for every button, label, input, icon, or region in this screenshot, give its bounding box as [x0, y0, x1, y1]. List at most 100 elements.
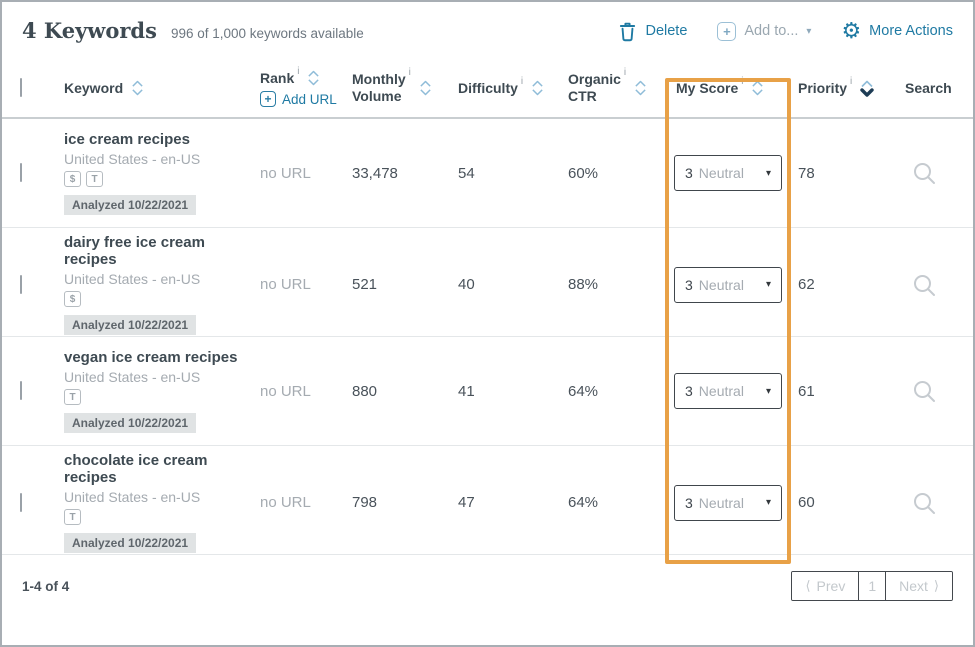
difficulty-cell: 40: [458, 276, 475, 293]
organic-ctr-column-label: Organic i CTR: [568, 67, 627, 104]
next-label: Next: [899, 578, 928, 594]
keyword-column-label: Keyword: [64, 79, 124, 96]
row-checkbox[interactable]: [20, 492, 22, 512]
analyzed-badge: Analyzed 10/22/2021: [64, 533, 197, 553]
organic-ctr-cell: 64%: [568, 382, 599, 400]
plus-icon: +: [717, 21, 737, 41]
info-icon[interactable]: i: [408, 67, 411, 79]
sort-icon[interactable]: [531, 79, 544, 97]
score-label: Neutral: [698, 276, 744, 293]
rank-cell: no URL: [260, 164, 311, 182]
my-score-dropdown[interactable]: 3 Neutral ▾: [674, 484, 782, 521]
delete-button[interactable]: Delete: [618, 21, 687, 42]
keyword-name[interactable]: chocolate ice cream recipes: [64, 452, 208, 486]
column-header-keyword[interactable]: Keyword: [64, 79, 260, 97]
search-icon[interactable]: [911, 272, 937, 298]
column-header-difficulty[interactable]: Difficulty i: [458, 75, 568, 97]
info-icon[interactable]: i: [623, 67, 627, 79]
priority-cell: 62: [798, 276, 815, 293]
my-score-dropdown[interactable]: 3 Neutral ▾: [674, 373, 782, 409]
info-icon[interactable]: i: [297, 65, 300, 77]
chevron-down-icon: ▾: [765, 279, 771, 290]
row-checkbox[interactable]: [20, 381, 22, 400]
my-score-dropdown[interactable]: 3 Neutral ▾: [674, 155, 782, 191]
row-checkbox[interactable]: [20, 274, 22, 294]
priority-cell: 60: [798, 494, 815, 511]
more-actions-label: More Actions: [869, 23, 953, 39]
page-number-button[interactable]: 1: [858, 572, 886, 600]
add-to-button[interactable]: + Add to... ▾: [717, 21, 812, 41]
search-icon[interactable]: [911, 490, 937, 516]
rank-cell: no URL: [260, 276, 311, 293]
priority-cell: 78: [798, 164, 815, 182]
search-icon[interactable]: [911, 378, 937, 404]
pagination: ⟨ Prev 1 Next ⟩: [791, 571, 953, 601]
search-column-label: Search: [905, 79, 952, 96]
delete-button-label: Delete: [645, 23, 688, 39]
plus-icon: +: [260, 91, 276, 107]
result-count: 1-4 of 4: [22, 578, 70, 594]
table-row: dairy free ice cream recipes United Stat…: [2, 228, 973, 337]
sort-icon[interactable]: [131, 79, 144, 97]
prev-page-button[interactable]: ⟨ Prev: [792, 572, 859, 600]
keyword-locale: United States - en-US: [64, 271, 201, 287]
more-actions-button[interactable]: ⚙ More Actions: [841, 20, 953, 42]
table-footer: 1-4 of 4 ⟨ Prev 1 Next ⟩: [2, 555, 973, 601]
score-value: 3: [685, 276, 693, 293]
column-header-monthly-volume[interactable]: Monthly i Volume: [352, 67, 458, 105]
dollar-badge-icon: $: [64, 171, 81, 187]
keyword-name[interactable]: dairy free ice cream recipes: [64, 234, 205, 268]
info-icon[interactable]: i: [741, 75, 744, 87]
column-header-my-score[interactable]: My Score i: [668, 75, 798, 97]
text-badge-icon: T: [64, 389, 81, 405]
row-checkbox[interactable]: [20, 163, 22, 182]
prev-label: Prev: [816, 578, 846, 594]
keyword-name[interactable]: ice cream recipes: [64, 131, 190, 148]
chevron-down-icon: ▾: [765, 167, 771, 179]
rank-cell: no URL: [260, 382, 311, 400]
chevron-down-icon: ▾: [806, 25, 812, 37]
monthly-volume-cell: 33,478: [352, 164, 398, 182]
table-header-row: Keyword Rank i + Add URL Monthly i: [2, 59, 973, 119]
organic-ctr-cell: 60%: [568, 164, 599, 182]
score-label: Neutral: [698, 165, 744, 181]
sort-icon-active-desc[interactable]: [860, 79, 874, 98]
select-all-checkbox[interactable]: [20, 78, 22, 97]
difficulty-cell: 54: [458, 164, 475, 182]
add-url-button[interactable]: + Add URL: [260, 91, 352, 107]
difficulty-column-label: Difficulty i: [458, 75, 524, 96]
organic-ctr-cell: 88%: [568, 276, 599, 293]
gear-icon: ⚙: [841, 18, 862, 43]
text-badge-icon: T: [64, 509, 81, 525]
table-row: vegan ice cream recipes United States - …: [2, 337, 973, 446]
chevron-down-icon: ▾: [765, 497, 771, 508]
dollar-badge-icon: $: [64, 291, 81, 307]
add-url-label: Add URL: [282, 91, 337, 107]
page-title: 4 Keywords: [22, 18, 157, 43]
analyzed-badge: Analyzed 10/22/2021: [64, 315, 197, 335]
analyzed-badge: Analyzed 10/22/2021: [64, 195, 197, 215]
priority-column-label: Priority i: [798, 75, 853, 96]
sort-icon[interactable]: [751, 79, 764, 97]
my-score-dropdown[interactable]: 3 Neutral ▾: [674, 266, 782, 303]
toolbar: Delete + Add to... ▾ ⚙ More Actions: [618, 18, 953, 42]
sort-icon[interactable]: [634, 79, 647, 97]
add-to-button-label: Add to...: [744, 23, 799, 39]
column-header-organic-ctr[interactable]: Organic i CTR: [568, 67, 668, 105]
column-header-priority[interactable]: Priority i: [798, 75, 905, 98]
organic-ctr-cell: 64%: [568, 494, 599, 511]
sort-icon[interactable]: [419, 79, 432, 97]
text-badge-icon: T: [86, 171, 103, 187]
info-icon[interactable]: i: [850, 75, 853, 87]
keyword-name[interactable]: vegan ice cream recipes: [64, 349, 238, 366]
sort-icon[interactable]: [307, 69, 320, 87]
keyword-locale: United States - en-US: [64, 369, 201, 385]
column-header-rank: Rank i + Add URL: [260, 65, 352, 107]
info-icon[interactable]: i: [520, 75, 524, 87]
trash-icon: [620, 22, 636, 41]
score-label: Neutral: [698, 383, 744, 399]
search-icon[interactable]: [911, 160, 937, 186]
next-page-button[interactable]: Next ⟩: [885, 572, 952, 600]
score-value: 3: [685, 383, 693, 399]
